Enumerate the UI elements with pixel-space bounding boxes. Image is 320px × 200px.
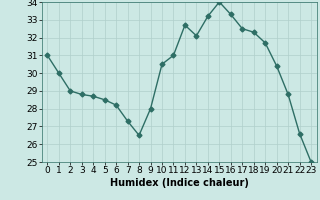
- X-axis label: Humidex (Indice chaleur): Humidex (Indice chaleur): [110, 178, 249, 188]
